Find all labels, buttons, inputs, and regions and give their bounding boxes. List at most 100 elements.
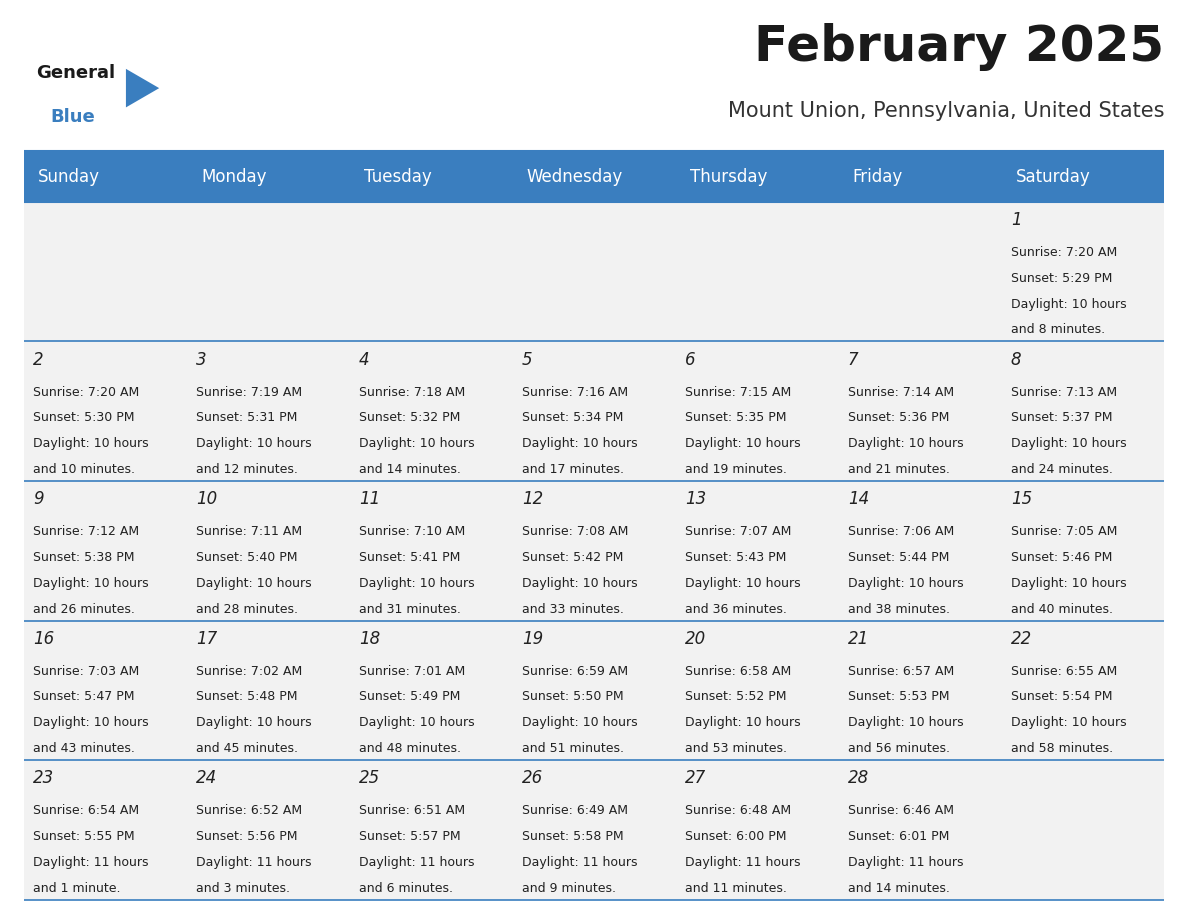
Text: Sunset: 5:56 PM: Sunset: 5:56 PM [196,830,298,843]
Text: Wednesday: Wednesday [526,168,623,185]
Text: Daylight: 10 hours: Daylight: 10 hours [359,716,475,729]
Text: Sunrise: 7:01 AM: Sunrise: 7:01 AM [359,665,466,677]
Text: Sunset: 5:43 PM: Sunset: 5:43 PM [685,551,786,564]
Text: Sunday: Sunday [38,168,100,185]
Text: Daylight: 10 hours: Daylight: 10 hours [685,437,801,450]
Text: Daylight: 10 hours: Daylight: 10 hours [196,716,311,729]
Text: and 6 minutes.: and 6 minutes. [359,881,453,895]
Text: Sunrise: 6:48 AM: Sunrise: 6:48 AM [685,804,791,817]
Text: and 14 minutes.: and 14 minutes. [359,463,461,476]
Text: Sunrise: 7:19 AM: Sunrise: 7:19 AM [196,386,302,398]
Text: Sunset: 5:29 PM: Sunset: 5:29 PM [1011,272,1112,285]
Text: Sunset: 5:36 PM: Sunset: 5:36 PM [848,411,949,424]
Text: Sunset: 5:30 PM: Sunset: 5:30 PM [33,411,134,424]
Text: 4: 4 [359,351,369,369]
Text: Sunset: 5:32 PM: Sunset: 5:32 PM [359,411,461,424]
Bar [24,481,1164,621]
Text: Daylight: 10 hours: Daylight: 10 hours [33,716,148,729]
Text: 28: 28 [848,769,870,788]
Text: Daylight: 10 hours: Daylight: 10 hours [848,437,963,450]
Text: Sunrise: 6:55 AM: Sunrise: 6:55 AM [1011,665,1117,677]
Text: and 53 minutes.: and 53 minutes. [685,742,786,756]
Text: Saturday: Saturday [1016,168,1091,185]
Text: Sunset: 5:35 PM: Sunset: 5:35 PM [685,411,786,424]
Text: Daylight: 11 hours: Daylight: 11 hours [33,856,148,868]
Text: Sunset: 5:41 PM: Sunset: 5:41 PM [359,551,461,564]
Text: Sunrise: 7:06 AM: Sunrise: 7:06 AM [848,525,954,538]
Text: February 2025: February 2025 [754,23,1164,71]
Text: 19: 19 [522,630,543,648]
Text: Sunset: 5:57 PM: Sunset: 5:57 PM [359,830,461,843]
Text: 25: 25 [359,769,380,788]
Text: and 11 minutes.: and 11 minutes. [685,881,786,895]
Text: 16: 16 [33,630,55,648]
Text: 23: 23 [33,769,55,788]
Text: 14: 14 [848,490,870,509]
Text: and 40 minutes.: and 40 minutes. [1011,602,1113,616]
Text: Daylight: 10 hours: Daylight: 10 hours [1011,577,1126,589]
Text: 13: 13 [685,490,706,509]
Text: Daylight: 11 hours: Daylight: 11 hours [848,856,963,868]
Text: Tuesday: Tuesday [364,168,431,185]
Text: Daylight: 10 hours: Daylight: 10 hours [196,577,311,589]
Text: and 45 minutes.: and 45 minutes. [196,742,298,756]
Text: Sunset: 5:54 PM: Sunset: 5:54 PM [1011,690,1112,703]
Text: Sunrise: 6:57 AM: Sunrise: 6:57 AM [848,665,954,677]
Text: and 24 minutes.: and 24 minutes. [1011,463,1113,476]
Text: and 10 minutes.: and 10 minutes. [33,463,135,476]
Text: Daylight: 10 hours: Daylight: 10 hours [522,716,638,729]
Text: Sunset: 5:37 PM: Sunset: 5:37 PM [1011,411,1112,424]
Text: 26: 26 [522,769,543,788]
Text: 27: 27 [685,769,706,788]
Text: 17: 17 [196,630,217,648]
Text: Sunset: 5:48 PM: Sunset: 5:48 PM [196,690,298,703]
Text: Thursday: Thursday [690,168,767,185]
Text: Mount Union, Pennsylvania, United States: Mount Union, Pennsylvania, United States [728,101,1164,121]
Text: and 43 minutes.: and 43 minutes. [33,742,135,756]
Bar [24,760,1164,900]
Text: Sunrise: 6:58 AM: Sunrise: 6:58 AM [685,665,791,677]
Text: Sunrise: 7:14 AM: Sunrise: 7:14 AM [848,386,954,398]
Text: and 31 minutes.: and 31 minutes. [359,602,461,616]
Text: 21: 21 [848,630,870,648]
Bar [24,621,1164,760]
Text: General: General [36,64,115,83]
Text: and 12 minutes.: and 12 minutes. [196,463,298,476]
Text: and 17 minutes.: and 17 minutes. [522,463,624,476]
Text: and 33 minutes.: and 33 minutes. [522,602,624,616]
Text: Sunset: 5:53 PM: Sunset: 5:53 PM [848,690,949,703]
Text: and 56 minutes.: and 56 minutes. [848,742,950,756]
Text: 12: 12 [522,490,543,509]
Text: 6: 6 [685,351,696,369]
Text: Sunset: 5:31 PM: Sunset: 5:31 PM [196,411,297,424]
Text: Daylight: 11 hours: Daylight: 11 hours [685,856,801,868]
Text: 3: 3 [196,351,207,369]
Text: Sunset: 6:01 PM: Sunset: 6:01 PM [848,830,949,843]
Bar [24,151,1164,202]
Text: Daylight: 10 hours: Daylight: 10 hours [359,577,475,589]
Text: and 36 minutes.: and 36 minutes. [685,602,786,616]
Polygon shape [126,69,159,107]
Text: Sunset: 5:42 PM: Sunset: 5:42 PM [522,551,624,564]
Text: Sunrise: 6:46 AM: Sunrise: 6:46 AM [848,804,954,817]
Text: 20: 20 [685,630,706,648]
Text: Daylight: 10 hours: Daylight: 10 hours [848,577,963,589]
Text: Sunrise: 7:02 AM: Sunrise: 7:02 AM [196,665,303,677]
Text: Sunset: 5:58 PM: Sunset: 5:58 PM [522,830,624,843]
Text: 8: 8 [1011,351,1022,369]
Text: Sunset: 6:00 PM: Sunset: 6:00 PM [685,830,786,843]
Text: Sunrise: 7:15 AM: Sunrise: 7:15 AM [685,386,791,398]
Text: Sunrise: 7:03 AM: Sunrise: 7:03 AM [33,665,139,677]
Text: and 28 minutes.: and 28 minutes. [196,602,298,616]
Text: Daylight: 10 hours: Daylight: 10 hours [685,577,801,589]
Text: Friday: Friday [853,168,903,185]
Text: Daylight: 10 hours: Daylight: 10 hours [1011,716,1126,729]
Text: and 8 minutes.: and 8 minutes. [1011,323,1105,337]
Text: and 48 minutes.: and 48 minutes. [359,742,461,756]
Text: and 14 minutes.: and 14 minutes. [848,881,949,895]
Text: Daylight: 10 hours: Daylight: 10 hours [33,437,148,450]
Text: and 26 minutes.: and 26 minutes. [33,602,135,616]
Text: Sunrise: 7:08 AM: Sunrise: 7:08 AM [522,525,628,538]
Text: Sunrise: 6:49 AM: Sunrise: 6:49 AM [522,804,628,817]
Text: and 58 minutes.: and 58 minutes. [1011,742,1113,756]
